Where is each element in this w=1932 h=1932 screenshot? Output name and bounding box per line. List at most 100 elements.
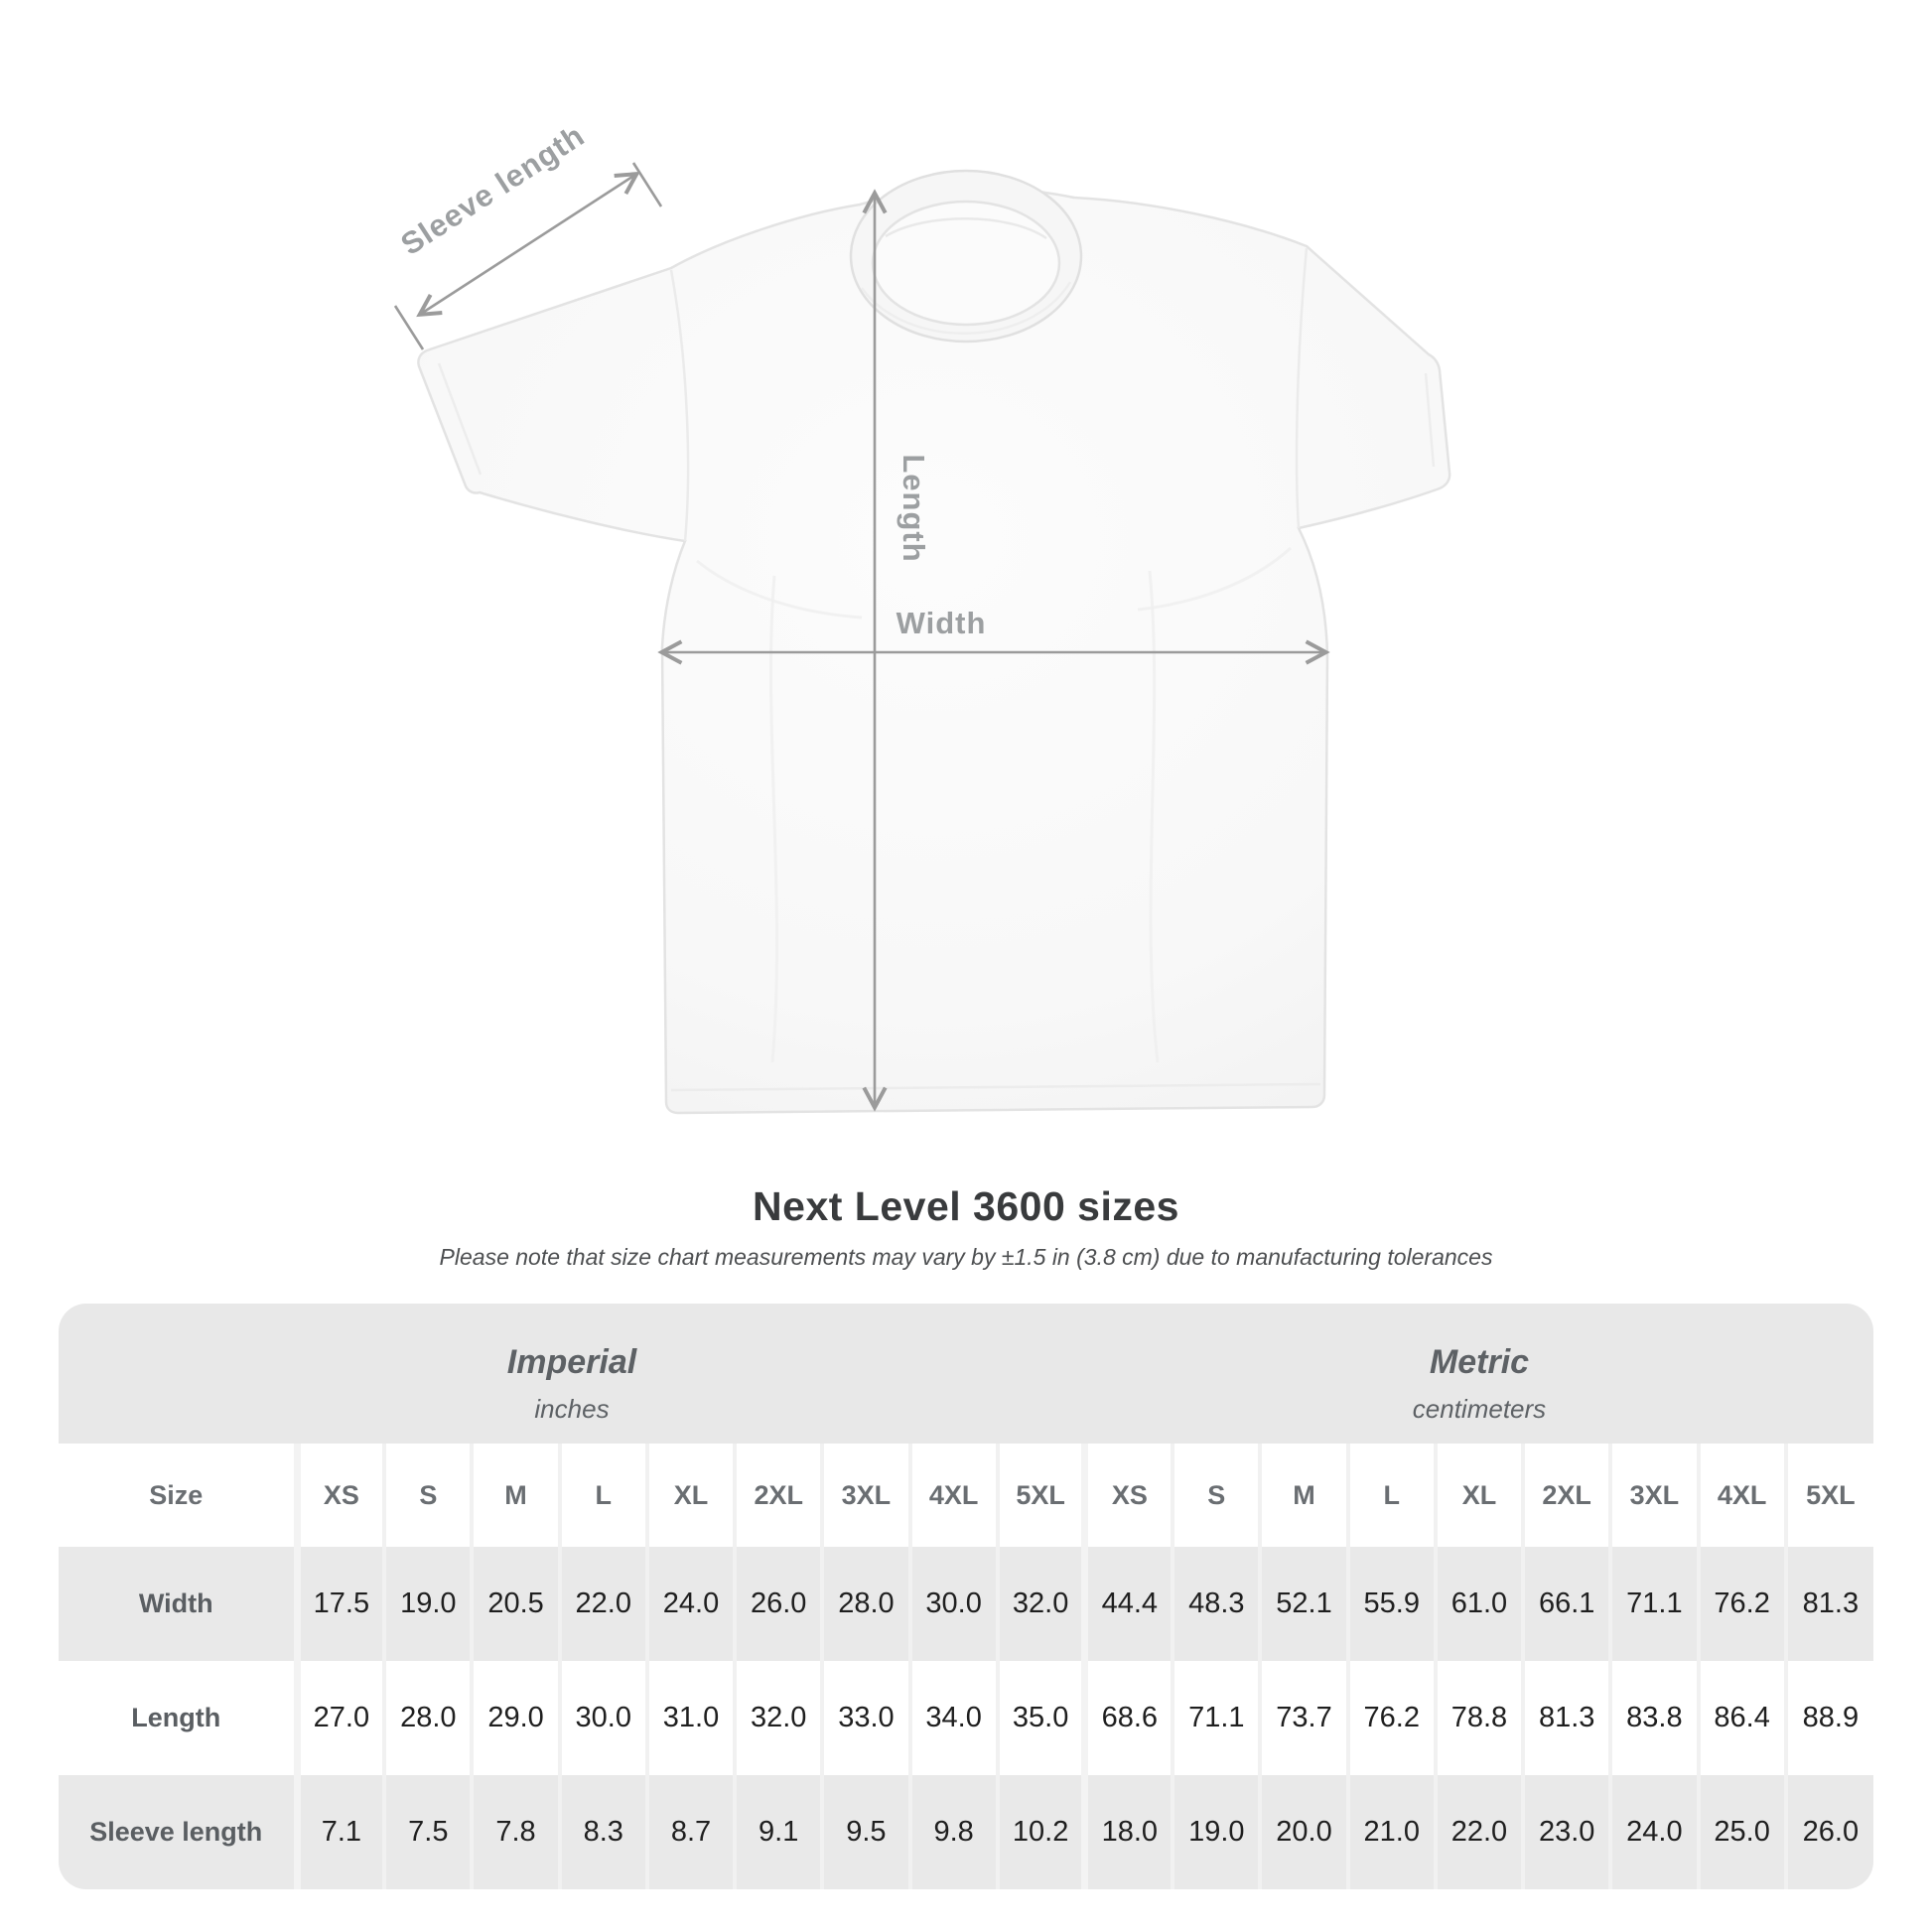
measurement-value-cell: 8.3 [557, 1775, 647, 1889]
measurement-value-cell: 71.1 [1171, 1661, 1261, 1775]
measurement-row-label: Sleeve length [59, 1775, 297, 1889]
size-column-header: XS [293, 1444, 385, 1547]
measurement-value-cell: 86.4 [1696, 1661, 1786, 1775]
width-arrow: Width [657, 606, 1330, 665]
measurement-value-cell: 55.9 [1345, 1547, 1436, 1661]
measurement-value-cell: 71.1 [1608, 1547, 1699, 1661]
measurement-value-cell: 18.0 [1081, 1775, 1173, 1889]
measurement-value-cell: 9.1 [733, 1775, 823, 1889]
measurement-value-cell: 20.0 [1258, 1775, 1348, 1889]
size-column-header: 4XL [1696, 1444, 1786, 1547]
measurement-value-cell: 66.1 [1521, 1547, 1611, 1661]
measurement-value-cell: 88.9 [1783, 1661, 1873, 1775]
measurement-value-cell: 17.5 [293, 1547, 385, 1661]
size-table-container: Imperial inches Metric centimeters Size … [59, 1304, 1873, 1889]
imperial-group-header: Imperial inches [59, 1304, 1085, 1444]
imperial-group-label: Imperial [506, 1343, 637, 1381]
size-table-body: Width 17.5 19.0 20.5 22.0 24.0 26.0 28.0 30.0 32.… [59, 1547, 1873, 1889]
tolerance-note: Please note that size chart measurements… [439, 1244, 1493, 1270]
measurement-row-label: Width [59, 1547, 297, 1661]
measurement-value-cell: 26.0 [733, 1547, 823, 1661]
size-column-header: L [1345, 1444, 1436, 1547]
measurement-value-cell: 61.0 [1433, 1547, 1524, 1661]
size-header-row: Size XS S M L XL 2XL 3XL 4XL 5XL XS S M L XL 2XL 3XL 4XL… [59, 1444, 1873, 1547]
measurement-value-cell: 7.5 [382, 1775, 473, 1889]
size-corner-header: Size [59, 1444, 297, 1547]
measurement-row-label: Length [59, 1661, 297, 1775]
measurement-value-cell: 8.7 [644, 1775, 736, 1889]
measurement-value-cell: 9.5 [820, 1775, 910, 1889]
measurement-value-cell: 9.8 [907, 1775, 998, 1889]
measurement-value-cell: 10.2 [995, 1775, 1085, 1889]
size-column-header: 5XL [995, 1444, 1085, 1547]
size-column-header: M [470, 1444, 560, 1547]
size-column-header: 2XL [1521, 1444, 1611, 1547]
measurement-value-cell: 73.7 [1258, 1661, 1348, 1775]
measurement-value-cell: 44.4 [1081, 1547, 1173, 1661]
imperial-group-unit: inches [534, 1394, 610, 1424]
measurement-value-cell: 24.0 [1608, 1775, 1699, 1889]
size-column-header: S [1171, 1444, 1261, 1547]
measurement-value-cell: 83.8 [1608, 1661, 1699, 1775]
measurement-value-cell: 34.0 [907, 1661, 998, 1775]
measurement-row: Length 27.0 28.0 29.0 30.0 31.0 32.0 33.0 34.0 35… [59, 1661, 1873, 1775]
measurement-value-cell: 28.0 [820, 1547, 910, 1661]
measurement-value-cell: 28.0 [382, 1661, 473, 1775]
metric-group-header: Metric centimeters [1084, 1304, 1873, 1444]
measurement-value-cell: 29.0 [470, 1661, 560, 1775]
size-column-header: 2XL [733, 1444, 823, 1547]
size-column-header: 3XL [820, 1444, 910, 1547]
size-column-header: L [557, 1444, 647, 1547]
size-column-header: XL [1433, 1444, 1524, 1547]
size-column-header: 3XL [1608, 1444, 1699, 1547]
measurement-value-cell: 23.0 [1521, 1775, 1611, 1889]
measurement-value-cell: 19.0 [382, 1547, 473, 1661]
width-label: Width [897, 606, 987, 640]
page-title: Next Level 3600 sizes [753, 1183, 1179, 1229]
measurement-value-cell: 7.8 [470, 1775, 560, 1889]
tshirt-illustration [417, 169, 1451, 1115]
measurement-value-cell: 24.0 [644, 1547, 736, 1661]
measurement-value-cell: 20.5 [470, 1547, 560, 1661]
measurement-value-cell: 52.1 [1258, 1547, 1348, 1661]
size-column-header: XL [644, 1444, 736, 1547]
measurement-value-cell: 30.0 [557, 1661, 647, 1775]
measurement-value-cell: 25.0 [1696, 1775, 1786, 1889]
measurement-value-cell: 22.0 [557, 1547, 647, 1661]
measurement-value-cell: 76.2 [1345, 1661, 1436, 1775]
metric-group-unit: centimeters [1412, 1394, 1547, 1424]
measurement-row: Sleeve length 7.1 7.5 7.8 8.3 8.7 9.1 9.5 9.8 10.… [59, 1775, 1873, 1889]
measurement-value-cell: 19.0 [1171, 1775, 1261, 1889]
unit-group-row: Imperial inches Metric centimeters [59, 1304, 1873, 1444]
measurement-value-cell: 26.0 [1783, 1775, 1873, 1889]
measurement-value-cell: 30.0 [907, 1547, 998, 1661]
measurement-value-cell: 27.0 [293, 1661, 385, 1775]
size-column-header: M [1258, 1444, 1348, 1547]
measurement-value-cell: 68.6 [1081, 1661, 1173, 1775]
measurement-value-cell: 81.3 [1783, 1547, 1873, 1661]
metric-group-label: Metric [1429, 1343, 1530, 1381]
measurement-value-cell: 22.0 [1433, 1775, 1524, 1889]
measurement-value-cell: 32.0 [995, 1547, 1085, 1661]
measurement-value-cell: 7.1 [293, 1775, 385, 1889]
measurement-value-cell: 76.2 [1696, 1547, 1786, 1661]
tshirt-collar [849, 169, 1083, 344]
measurement-value-cell: 32.0 [733, 1661, 823, 1775]
size-table: Imperial inches Metric centimeters Size … [59, 1304, 1873, 1889]
measurement-value-cell: 81.3 [1521, 1661, 1611, 1775]
tshirt-diagram: Sleeve length Length Width [393, 118, 1451, 1115]
size-column-header: S [382, 1444, 473, 1547]
measurement-value-cell: 21.0 [1345, 1775, 1436, 1889]
measurement-value-cell: 78.8 [1433, 1661, 1524, 1775]
size-column-header: XS [1081, 1444, 1173, 1547]
measurement-value-cell: 31.0 [644, 1661, 736, 1775]
sleeve-length-label: Sleeve length [394, 118, 591, 262]
size-column-header: 5XL [1783, 1444, 1873, 1547]
size-column-header: 4XL [907, 1444, 998, 1547]
length-label: Length [897, 454, 931, 562]
measurement-row: Width 17.5 19.0 20.5 22.0 24.0 26.0 28.0 30.0 32.… [59, 1547, 1873, 1661]
measurement-value-cell: 35.0 [995, 1661, 1085, 1775]
measurement-value-cell: 33.0 [820, 1661, 910, 1775]
measurement-value-cell: 48.3 [1171, 1547, 1261, 1661]
